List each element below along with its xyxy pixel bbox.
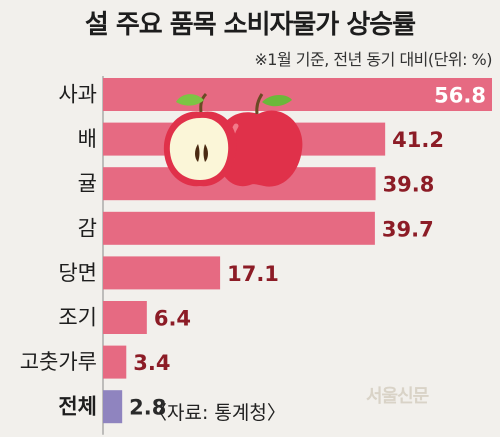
bar bbox=[103, 345, 127, 379]
bar bbox=[103, 78, 492, 111]
value-label: 17.1 bbox=[227, 262, 279, 286]
value-label: 41.2 bbox=[392, 128, 444, 152]
value-label: 3.4 bbox=[133, 351, 170, 375]
category-label: 당면 bbox=[58, 261, 97, 285]
category-label: 사과 bbox=[58, 83, 97, 107]
value-label: 39.7 bbox=[382, 217, 434, 241]
category-label: 고춧가루 bbox=[20, 350, 97, 374]
category-label: 감 bbox=[78, 216, 97, 240]
value-label: 39.8 bbox=[383, 173, 435, 197]
chart-title: 설 주요 품목 소비자물가 상승률 bbox=[84, 10, 416, 40]
watermark: 서울신문 bbox=[366, 386, 429, 407]
value-label: 2.8 bbox=[129, 396, 166, 420]
bar bbox=[103, 256, 221, 290]
value-label: 56.8 bbox=[434, 84, 486, 108]
category-label: 배 bbox=[78, 127, 97, 151]
bar bbox=[103, 390, 123, 424]
value-label: 6.4 bbox=[154, 307, 191, 331]
category-label: 조기 bbox=[58, 306, 97, 330]
apple-icon bbox=[160, 92, 310, 196]
category-label: 전체 bbox=[58, 395, 97, 419]
source-note: 〈자료: 통계청〉 bbox=[148, 402, 286, 424]
category-label: 귤 bbox=[78, 172, 97, 196]
chart-subtitle: ※1월 기준, 전년 동기 대비(단위: %) bbox=[254, 50, 492, 69]
bar bbox=[103, 211, 375, 245]
bar bbox=[103, 301, 147, 334]
